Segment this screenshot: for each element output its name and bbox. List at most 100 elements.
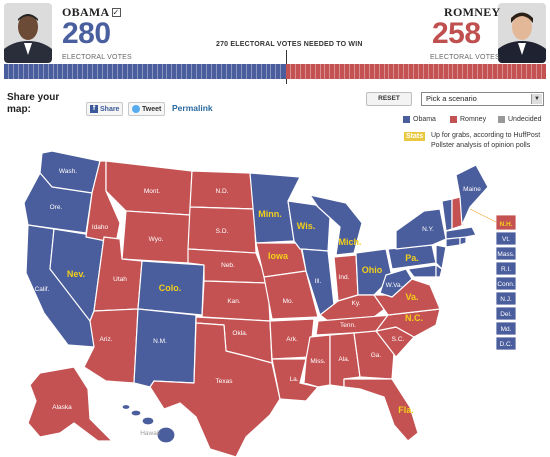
- share-label: Share your map:: [7, 92, 67, 116]
- state-fla[interactable]: [343, 378, 419, 442]
- label-ohio: Ohio: [362, 265, 383, 275]
- label-kan: Kan.: [227, 298, 241, 305]
- tweet-button[interactable]: Tweet: [128, 102, 166, 116]
- label-utah: Utah: [113, 276, 127, 283]
- state-ny[interactable]: [395, 208, 447, 250]
- legend-obama-label: Obama: [413, 116, 436, 123]
- legend-undecided-label: Undecided: [508, 116, 542, 123]
- state-hawaii[interactable]: [121, 403, 176, 444]
- label-okla: Okla.: [232, 330, 247, 337]
- tweet-label: Tweet: [142, 105, 162, 113]
- label-tenn: Tenn.: [340, 322, 356, 329]
- label-box-ri: R.I.: [501, 266, 511, 273]
- label-ind: Ind.: [339, 274, 350, 281]
- label-mo: Mo.: [283, 298, 294, 305]
- obama-electoral-count: 280: [62, 17, 111, 50]
- label-sc: S.C.: [392, 336, 405, 343]
- obama-swatch: [403, 116, 410, 123]
- state-ri[interactable]: [459, 236, 467, 246]
- permalink-link[interactable]: Permalink: [172, 103, 213, 113]
- reset-button[interactable]: RESET: [366, 92, 412, 106]
- label-box-nj: N.J.: [500, 296, 512, 303]
- romney-bar-segment: [286, 64, 546, 79]
- obama-electoral-label: ELECTORAL VOTES: [62, 54, 132, 61]
- stats-note: Up for grabs, according to HuffPost Poll…: [431, 132, 541, 149]
- label-ark: Ark.: [286, 336, 298, 343]
- label-minn: Minn.: [258, 209, 282, 219]
- chevron-down-icon[interactable]: ▼: [531, 94, 542, 104]
- state-ga[interactable]: [353, 330, 395, 380]
- stats-badge: Stats: [404, 132, 426, 141]
- label-ky: Ky.: [352, 300, 361, 307]
- obama-name: OBAMA ✓: [62, 5, 121, 20]
- state-labels: Wash. Ore. Calif. Nev. Idaho Mont. Wyo. …: [35, 168, 515, 437]
- label-neb: Neb.: [221, 262, 235, 269]
- label-box-dc: D.C.: [500, 341, 513, 348]
- label-nm: N.M.: [153, 338, 167, 345]
- winner-check-icon: ✓: [111, 8, 121, 17]
- state-texas[interactable]: [149, 322, 281, 457]
- label-wva: W.Va.: [386, 282, 403, 289]
- label-va: Va.: [405, 292, 418, 302]
- label-ore: Ore.: [50, 204, 63, 211]
- undecided-swatch: [498, 116, 505, 123]
- label-box-del: Del.: [500, 311, 512, 318]
- box-mass[interactable]: [495, 246, 517, 261]
- label-ill: Ill.: [315, 278, 322, 285]
- state-mass[interactable]: [445, 226, 477, 240]
- label-idaho: Idaho: [92, 224, 109, 231]
- state-del[interactable]: [435, 264, 443, 278]
- label-maine: Maine: [463, 186, 481, 193]
- box-conn[interactable]: [495, 276, 517, 291]
- romney-swatch: [450, 116, 457, 123]
- label-wis: Wis.: [297, 221, 315, 231]
- label-miss: Miss.: [310, 358, 325, 365]
- label-ariz: Ariz.: [100, 336, 113, 343]
- label-wyo: Wyo.: [149, 236, 164, 243]
- legend-romney: Romney: [450, 116, 486, 123]
- scenario-value: Pick a scenario: [426, 94, 477, 103]
- box-md[interactable]: [495, 321, 517, 336]
- label-ny: N.Y.: [422, 226, 434, 233]
- box-nh[interactable]: [495, 214, 517, 231]
- box-del[interactable]: [495, 306, 517, 321]
- label-colo: Colo.: [159, 283, 182, 293]
- romney-name: ROMNEY: [444, 5, 501, 19]
- romney-electoral-label: ELECTORAL VOTES: [430, 54, 500, 61]
- state-nm[interactable]: [133, 308, 197, 388]
- share-label-text: Share your map:: [7, 92, 60, 115]
- state-wva[interactable]: [379, 268, 413, 298]
- label-box-md: Md.: [501, 326, 512, 333]
- state-alaska[interactable]: [27, 366, 113, 442]
- twitter-icon: [132, 105, 140, 113]
- label-sd: S.D.: [216, 228, 229, 235]
- romney-avatar: [498, 3, 546, 63]
- legend-romney-label: Romney: [460, 116, 487, 123]
- label-box-nh: N.H.: [500, 221, 513, 228]
- state-maine[interactable]: [455, 164, 489, 226]
- box-vt[interactable]: [495, 231, 517, 246]
- legend-obama: Obama: [403, 116, 436, 123]
- box-dc[interactable]: [495, 336, 517, 351]
- label-iowa: Iowa: [268, 251, 289, 261]
- box-ri[interactable]: [495, 261, 517, 276]
- votes-needed-label: 270 ELECTORAL VOTES NEEDED TO WIN: [216, 41, 363, 48]
- label-texas: Texas: [216, 378, 234, 385]
- legend-undecided: Undecided: [498, 116, 541, 123]
- label-mich: Mich.: [338, 237, 361, 247]
- electoral-vote-bar: [4, 64, 546, 79]
- obama-avatar: [4, 3, 52, 63]
- label-pa: Pa.: [405, 253, 419, 263]
- label-nd: N.D.: [216, 188, 229, 195]
- scenario-select[interactable]: Pick a scenario ▼: [421, 92, 544, 106]
- romney-electoral-count: 258: [432, 17, 481, 50]
- small-state-boxes: [469, 208, 517, 351]
- state-mich[interactable]: [309, 194, 363, 256]
- facebook-share-button[interactable]: f Share: [86, 102, 124, 116]
- box-nj[interactable]: [495, 291, 517, 306]
- label-hawaii: Hawaii: [140, 430, 160, 437]
- label-ala: Ala.: [338, 356, 349, 363]
- label-la: La.: [289, 376, 298, 383]
- state-mo[interactable]: [263, 270, 319, 320]
